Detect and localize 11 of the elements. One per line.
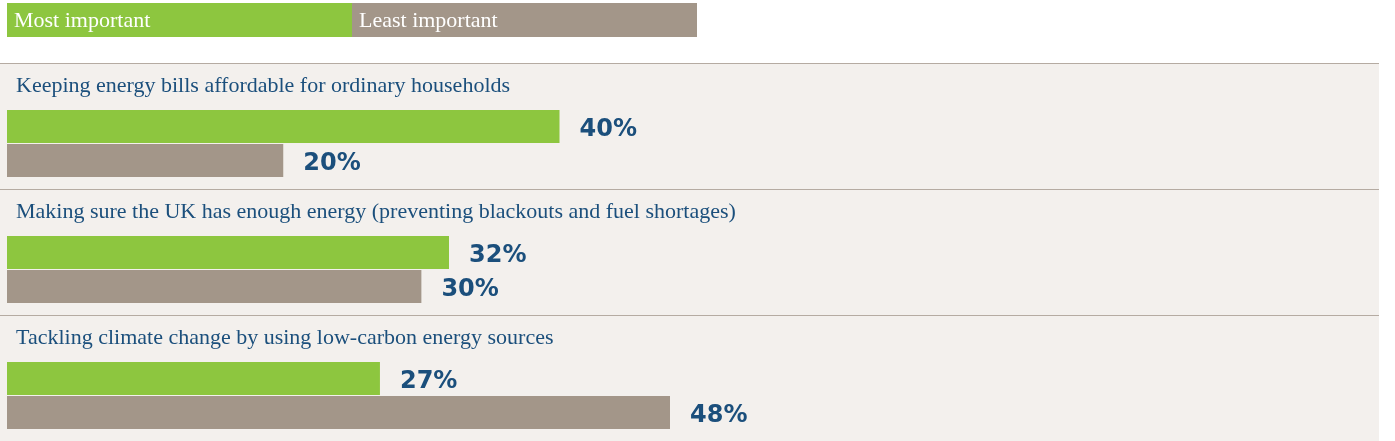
data-label: 48% — [690, 399, 748, 428]
data-label: 32% — [469, 239, 527, 268]
data-label: 27% — [399, 365, 458, 394]
y-tick-label: Tackling climate change by using low-carbon energy sources — [16, 324, 554, 350]
text: Least important — [352, 3, 697, 37]
y-tick-label: Making sure the UK has enough energy (preventing blackouts and fuel shortages) — [16, 198, 736, 224]
y-tick-label: Keeping energy bills affordable for ordinary households — [16, 72, 511, 98]
text: Most important — [7, 3, 352, 37]
data-label: 30% — [441, 273, 499, 302]
data-label: 20% — [303, 147, 361, 176]
data-label: 40% — [579, 113, 637, 142]
